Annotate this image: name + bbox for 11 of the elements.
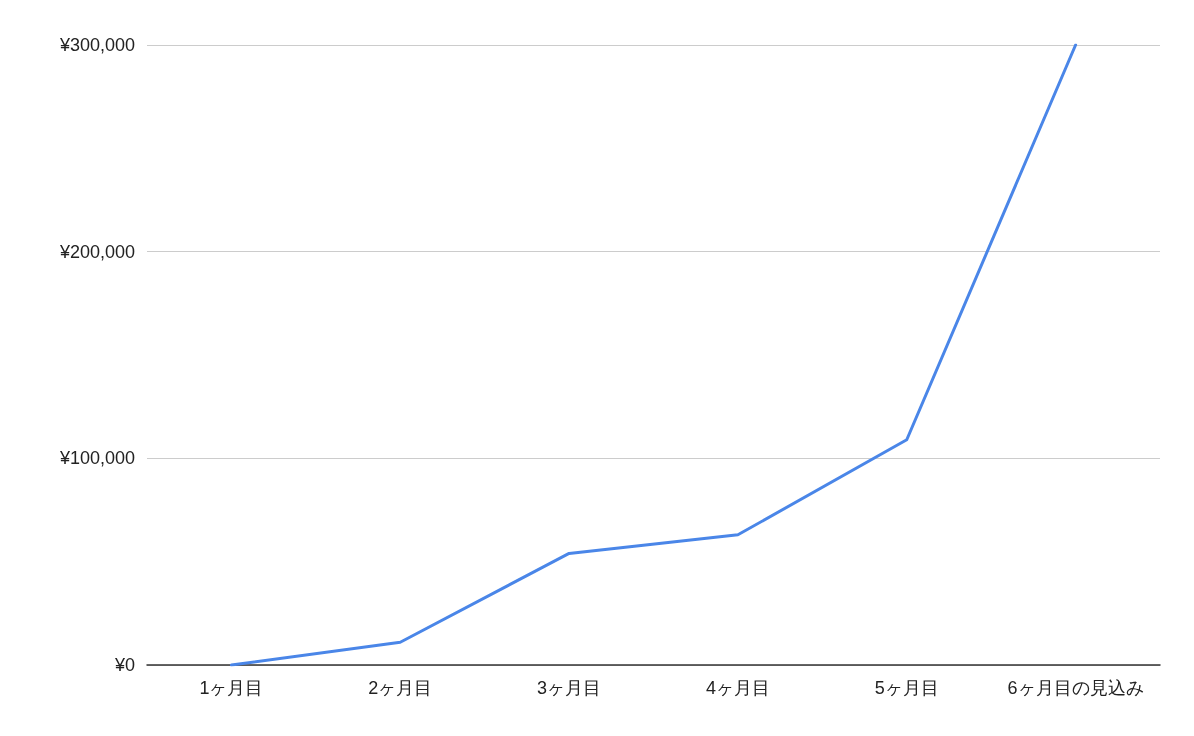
line-series [229, 43, 1078, 667]
x-tick-label: 1ヶ月目 [199, 678, 264, 698]
y-tick-label: ¥100,000 [58, 448, 135, 469]
x-tick-label: 5ヶ月目 [874, 678, 939, 698]
x-tick-label: 2ヶ月目 [368, 678, 433, 698]
x-tick-label: 3ヶ月目 [537, 678, 602, 698]
y-tick-label: ¥0 [113, 655, 135, 675]
y-tick-label: ¥300,000 [58, 35, 135, 55]
x-tick-label: 6ヶ月目の見込み [1007, 678, 1144, 698]
x-tick-label: 4ヶ月目 [705, 678, 770, 698]
y-tick-label: ¥200,000 [58, 241, 135, 262]
